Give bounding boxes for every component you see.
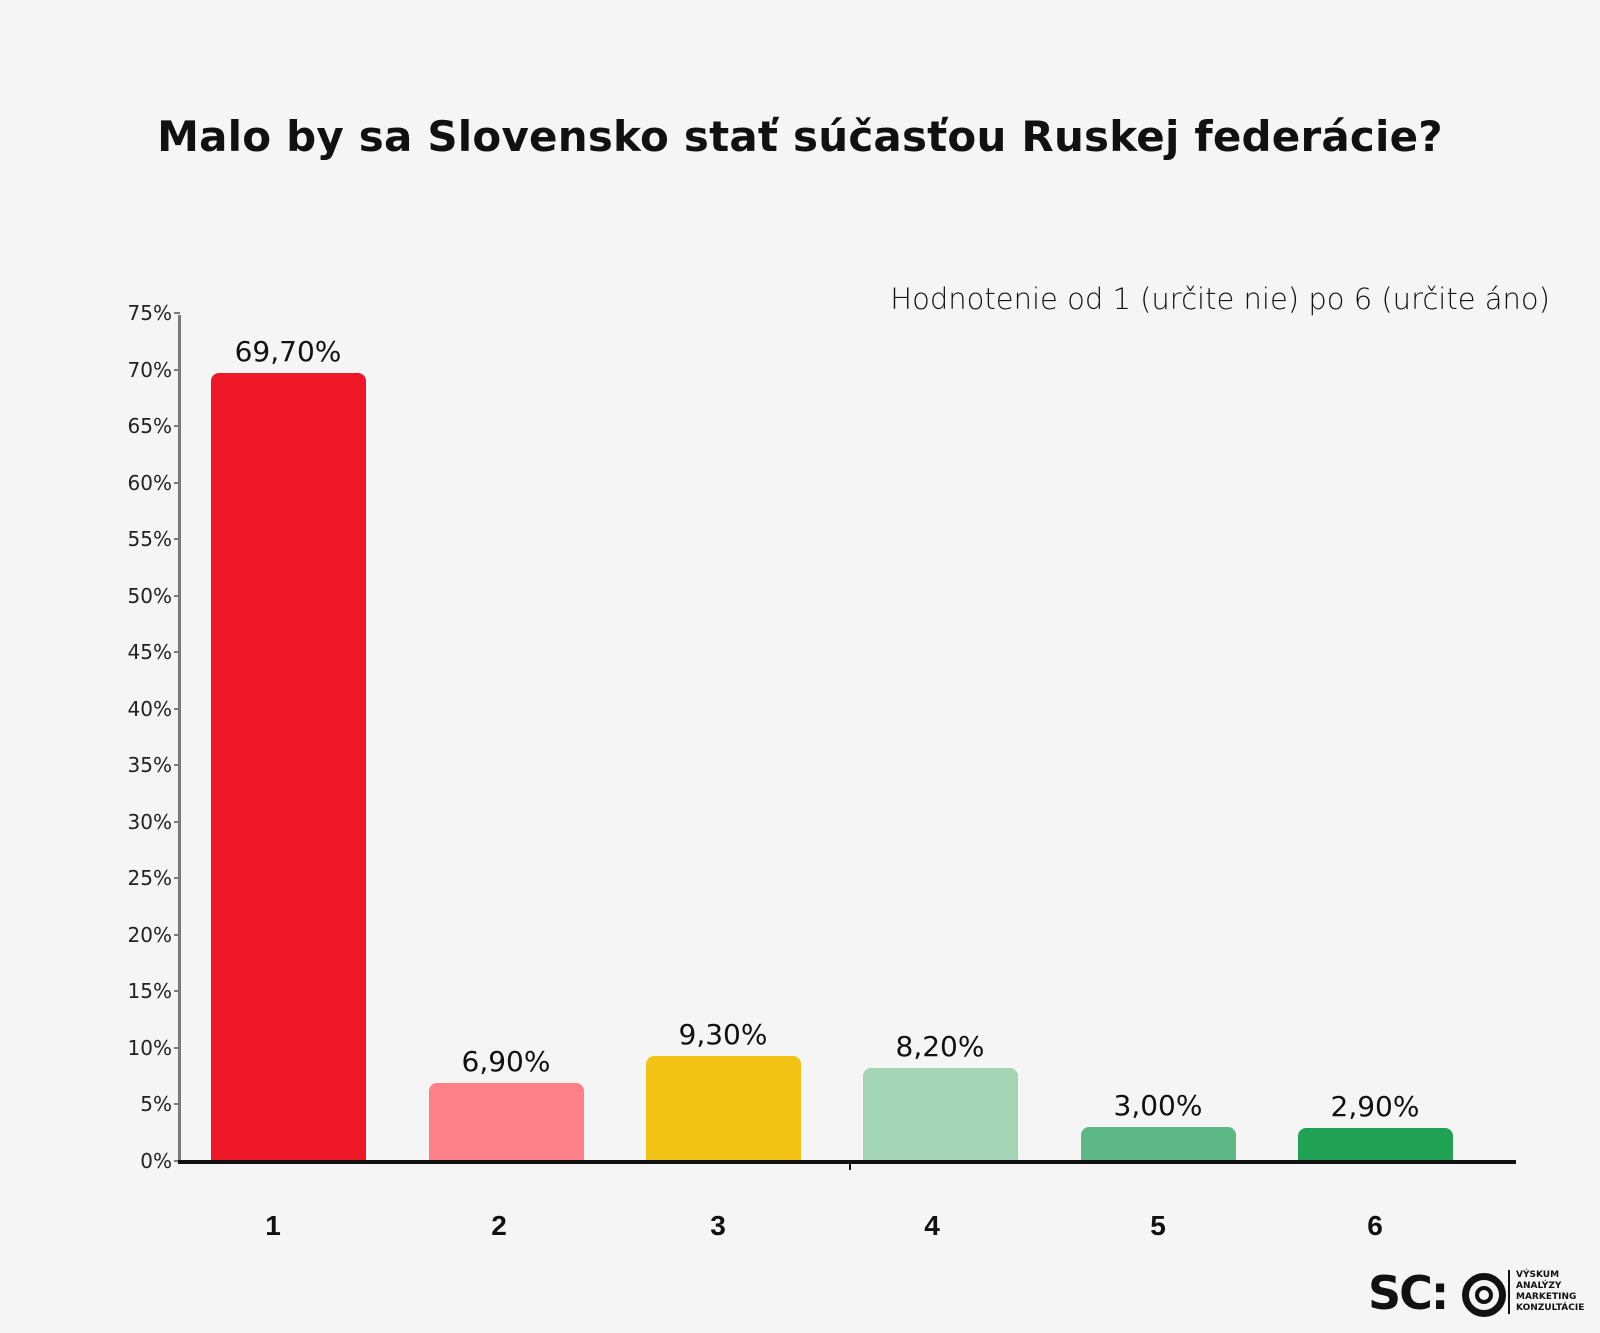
x-category-label: 3	[710, 1210, 726, 1241]
logo-circle-icon	[1462, 1273, 1506, 1317]
y-tick-label: 20%	[127, 922, 172, 947]
y-tick-label: 25%	[127, 866, 172, 891]
logo-tagline: VÝSKUM ANALÝZY MARKETING KONZULTÁCIE	[1516, 1270, 1584, 1314]
bar-2	[428, 1082, 584, 1161]
y-tick-label: 15%	[127, 979, 172, 1004]
y-tick-label: 35%	[127, 753, 172, 778]
x-category-label: 4	[924, 1210, 940, 1241]
x-category-label: 5	[1150, 1210, 1166, 1241]
y-tick-mark	[174, 820, 180, 823]
y-tick: 45%	[0, 640, 180, 665]
y-tick-mark	[174, 651, 180, 654]
y-tick-label: 30%	[127, 809, 172, 834]
y-tick-mark	[174, 594, 180, 597]
y-tick: 70%	[0, 357, 180, 382]
y-tick-label: 60%	[127, 470, 172, 495]
y-tick-label: 75%	[127, 301, 172, 325]
bar-value-label: 2,90%	[1330, 1090, 1420, 1124]
y-tick-label: 50%	[127, 583, 172, 608]
chart-subtitle: Hodnotenie od 1 (určite nie) po 6 (určit…	[890, 282, 1550, 316]
y-tick: 30%	[0, 809, 180, 834]
y-tick: 65%	[0, 414, 180, 439]
logo-word: MARKETING	[1516, 1292, 1577, 1302]
y-tick-label: 5%	[140, 1092, 172, 1117]
y-tick-mark	[174, 481, 180, 484]
y-tick: 10%	[0, 1035, 180, 1060]
y-tick: 0%	[0, 1149, 180, 1173]
y-tick-label: 55%	[127, 527, 172, 552]
y-tick-mark	[174, 707, 180, 710]
y-tick-mark	[174, 877, 180, 880]
x-axis-tick	[849, 1162, 851, 1170]
bar-value-label: 69,70%	[234, 334, 342, 368]
y-tick-label: 65%	[127, 414, 172, 439]
x-axis-line	[178, 1160, 1516, 1164]
y-tick: 5%	[0, 1092, 180, 1117]
y-tick-mark	[174, 764, 180, 767]
bar-value-label: 6,90%	[461, 1044, 551, 1078]
y-tick-mark	[174, 425, 180, 428]
y-tick-mark	[174, 990, 180, 993]
bar-6	[1297, 1128, 1453, 1161]
y-tick-mark	[174, 538, 180, 541]
logo-word: ANALÝZY	[1516, 1281, 1562, 1291]
bar-value-label: 8,20%	[895, 1030, 985, 1064]
y-tick-mark	[174, 312, 180, 314]
y-tick-label: 70%	[127, 357, 172, 382]
logo-word: KONZULTÁCIE	[1516, 1303, 1585, 1313]
x-category-label: 6	[1367, 1210, 1383, 1241]
y-tick-mark	[174, 933, 180, 936]
y-tick-mark	[174, 1103, 180, 1106]
x-category-label: 2	[491, 1210, 507, 1241]
bar-value-label: 9,30%	[678, 1017, 768, 1051]
y-tick: 50%	[0, 583, 180, 608]
y-tick: 55%	[0, 527, 180, 552]
y-tick: 75%	[0, 301, 180, 325]
y-tick: 20%	[0, 922, 180, 947]
y-tick: 15%	[0, 979, 180, 1004]
y-axis-line	[178, 315, 181, 1163]
y-tick-mark	[174, 1160, 180, 1162]
bar-4	[862, 1068, 1018, 1161]
y-tick: 35%	[0, 753, 180, 778]
y-tick: 60%	[0, 470, 180, 495]
y-tick-label: 10%	[127, 1035, 172, 1060]
bar-5	[1080, 1127, 1236, 1161]
bar-1	[210, 372, 366, 1161]
y-tick: 25%	[0, 866, 180, 891]
y-tick-label: 0%	[140, 1149, 172, 1173]
y-tick-label: 45%	[127, 640, 172, 665]
logo-divider	[1508, 1270, 1510, 1314]
logo-word: VÝSKUM	[1516, 1270, 1560, 1280]
bar-value-label: 3,00%	[1113, 1089, 1203, 1123]
bar-3	[645, 1055, 801, 1161]
y-tick-mark	[174, 1046, 180, 1049]
y-tick: 40%	[0, 696, 180, 721]
logo-mark: SC:	[1368, 1266, 1449, 1320]
y-tick-mark	[174, 368, 180, 371]
x-category-label: 1	[265, 1210, 281, 1241]
y-tick-label: 40%	[127, 696, 172, 721]
chart-title: Malo by sa Slovensko stať súčasťou Ruske…	[157, 112, 1443, 161]
